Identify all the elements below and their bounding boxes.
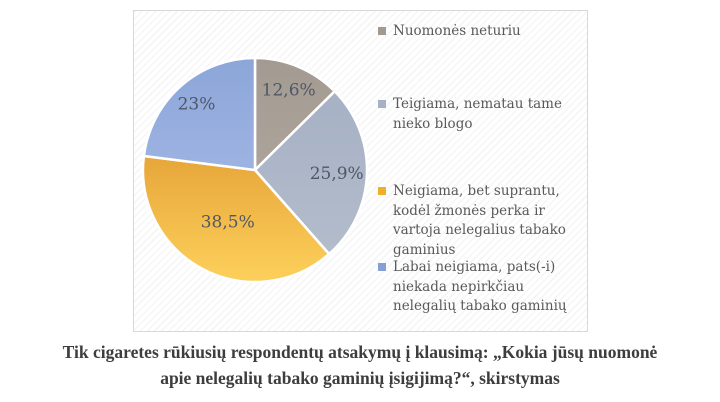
pie-slice-value-label: 12,6%	[262, 80, 316, 100]
legend-color-swatch	[378, 187, 386, 195]
legend-color-swatch	[378, 100, 386, 108]
pie-slice	[142, 56, 257, 172]
pie-slice-value-label: 38,5%	[201, 212, 255, 232]
chart-caption: Tik cigaretes rūkiusių respondentų atsak…	[62, 342, 658, 388]
pie-slice-value-label: 23%	[178, 95, 216, 115]
pie-slice	[253, 56, 336, 172]
pie-slice	[253, 90, 369, 256]
legend-item: Teigiama, nematau tame nieko blogo	[378, 95, 584, 134]
pie-slice-value-label: 25,9%	[310, 164, 364, 184]
chart-legend: Nuomonės neturiu Teigiama, nematau tame …	[378, 11, 584, 331]
legend-color-swatch	[378, 263, 386, 271]
legend-label: Nuomonės neturiu	[393, 23, 521, 39]
pie-chart-panel: 12,6% 25,9% 38,5% 23% Nuomonės neturiu Teig…	[133, 10, 588, 332]
legend-label: Labai neigiama, pats(-i) niekada nepirkč…	[393, 259, 567, 314]
pie-chart: 12,6% 25,9% 38,5% 23%	[141, 56, 369, 284]
legend-label: Neigiama, bet suprantu, kodėl žmonės per…	[393, 183, 566, 258]
legend-item: Labai neigiama, pats(-i) niekada nepirkč…	[378, 258, 584, 317]
legend-item: Neigiama, bet suprantu, kodėl žmonės per…	[378, 182, 584, 260]
legend-item: Nuomonės neturiu	[378, 22, 584, 42]
legend-label: Teigiama, nematau tame nieko blogo	[393, 96, 562, 132]
legend-color-swatch	[378, 27, 386, 35]
pie-slice	[141, 154, 331, 284]
